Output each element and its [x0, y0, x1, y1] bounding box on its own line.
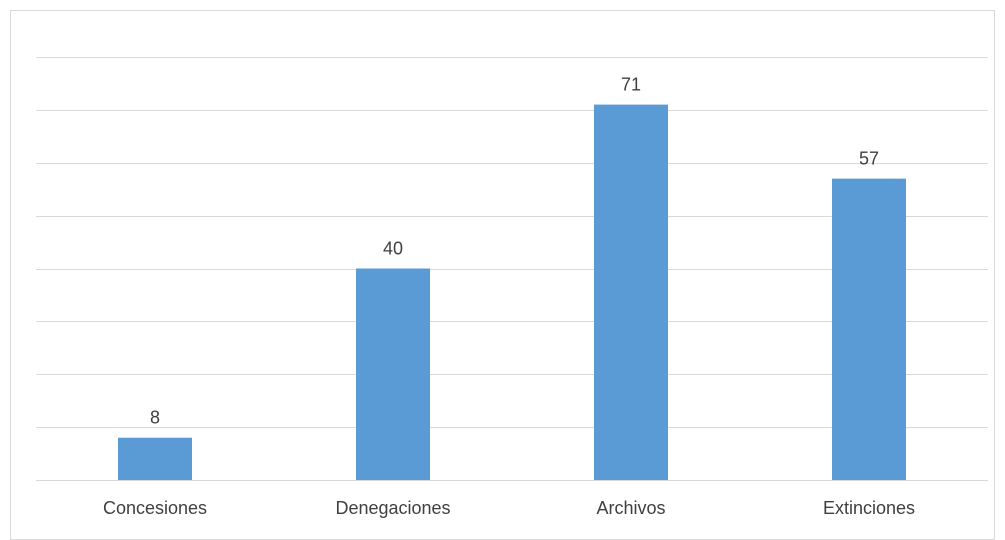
- bar-chart: 8 40 71 57 Concesiones Denegaciones Archivos E…: [36, 57, 988, 518]
- x-tick-label-extinciones: Extinciones: [823, 498, 915, 518]
- bar-extinciones: [832, 178, 906, 481]
- data-labels: 8 40 71 57: [150, 75, 879, 428]
- data-label-concesiones: 8: [150, 408, 160, 428]
- data-label-extinciones: 57: [859, 149, 879, 169]
- data-label-archivos: 71: [621, 75, 641, 95]
- data-label-denegaciones: 40: [383, 239, 403, 259]
- bars: [118, 104, 906, 481]
- gridlines: [36, 57, 988, 481]
- x-tick-label-concesiones: Concesiones: [103, 498, 207, 518]
- x-axis-ticks: Concesiones Denegaciones Archivos Extincion…: [103, 498, 915, 518]
- x-tick-label-denegaciones: Denegaciones: [335, 498, 450, 518]
- bar-concesiones: [118, 437, 192, 480]
- bar-denegaciones: [356, 268, 430, 480]
- bar-archivos: [594, 104, 668, 481]
- x-tick-label-archivos: Archivos: [596, 498, 665, 518]
